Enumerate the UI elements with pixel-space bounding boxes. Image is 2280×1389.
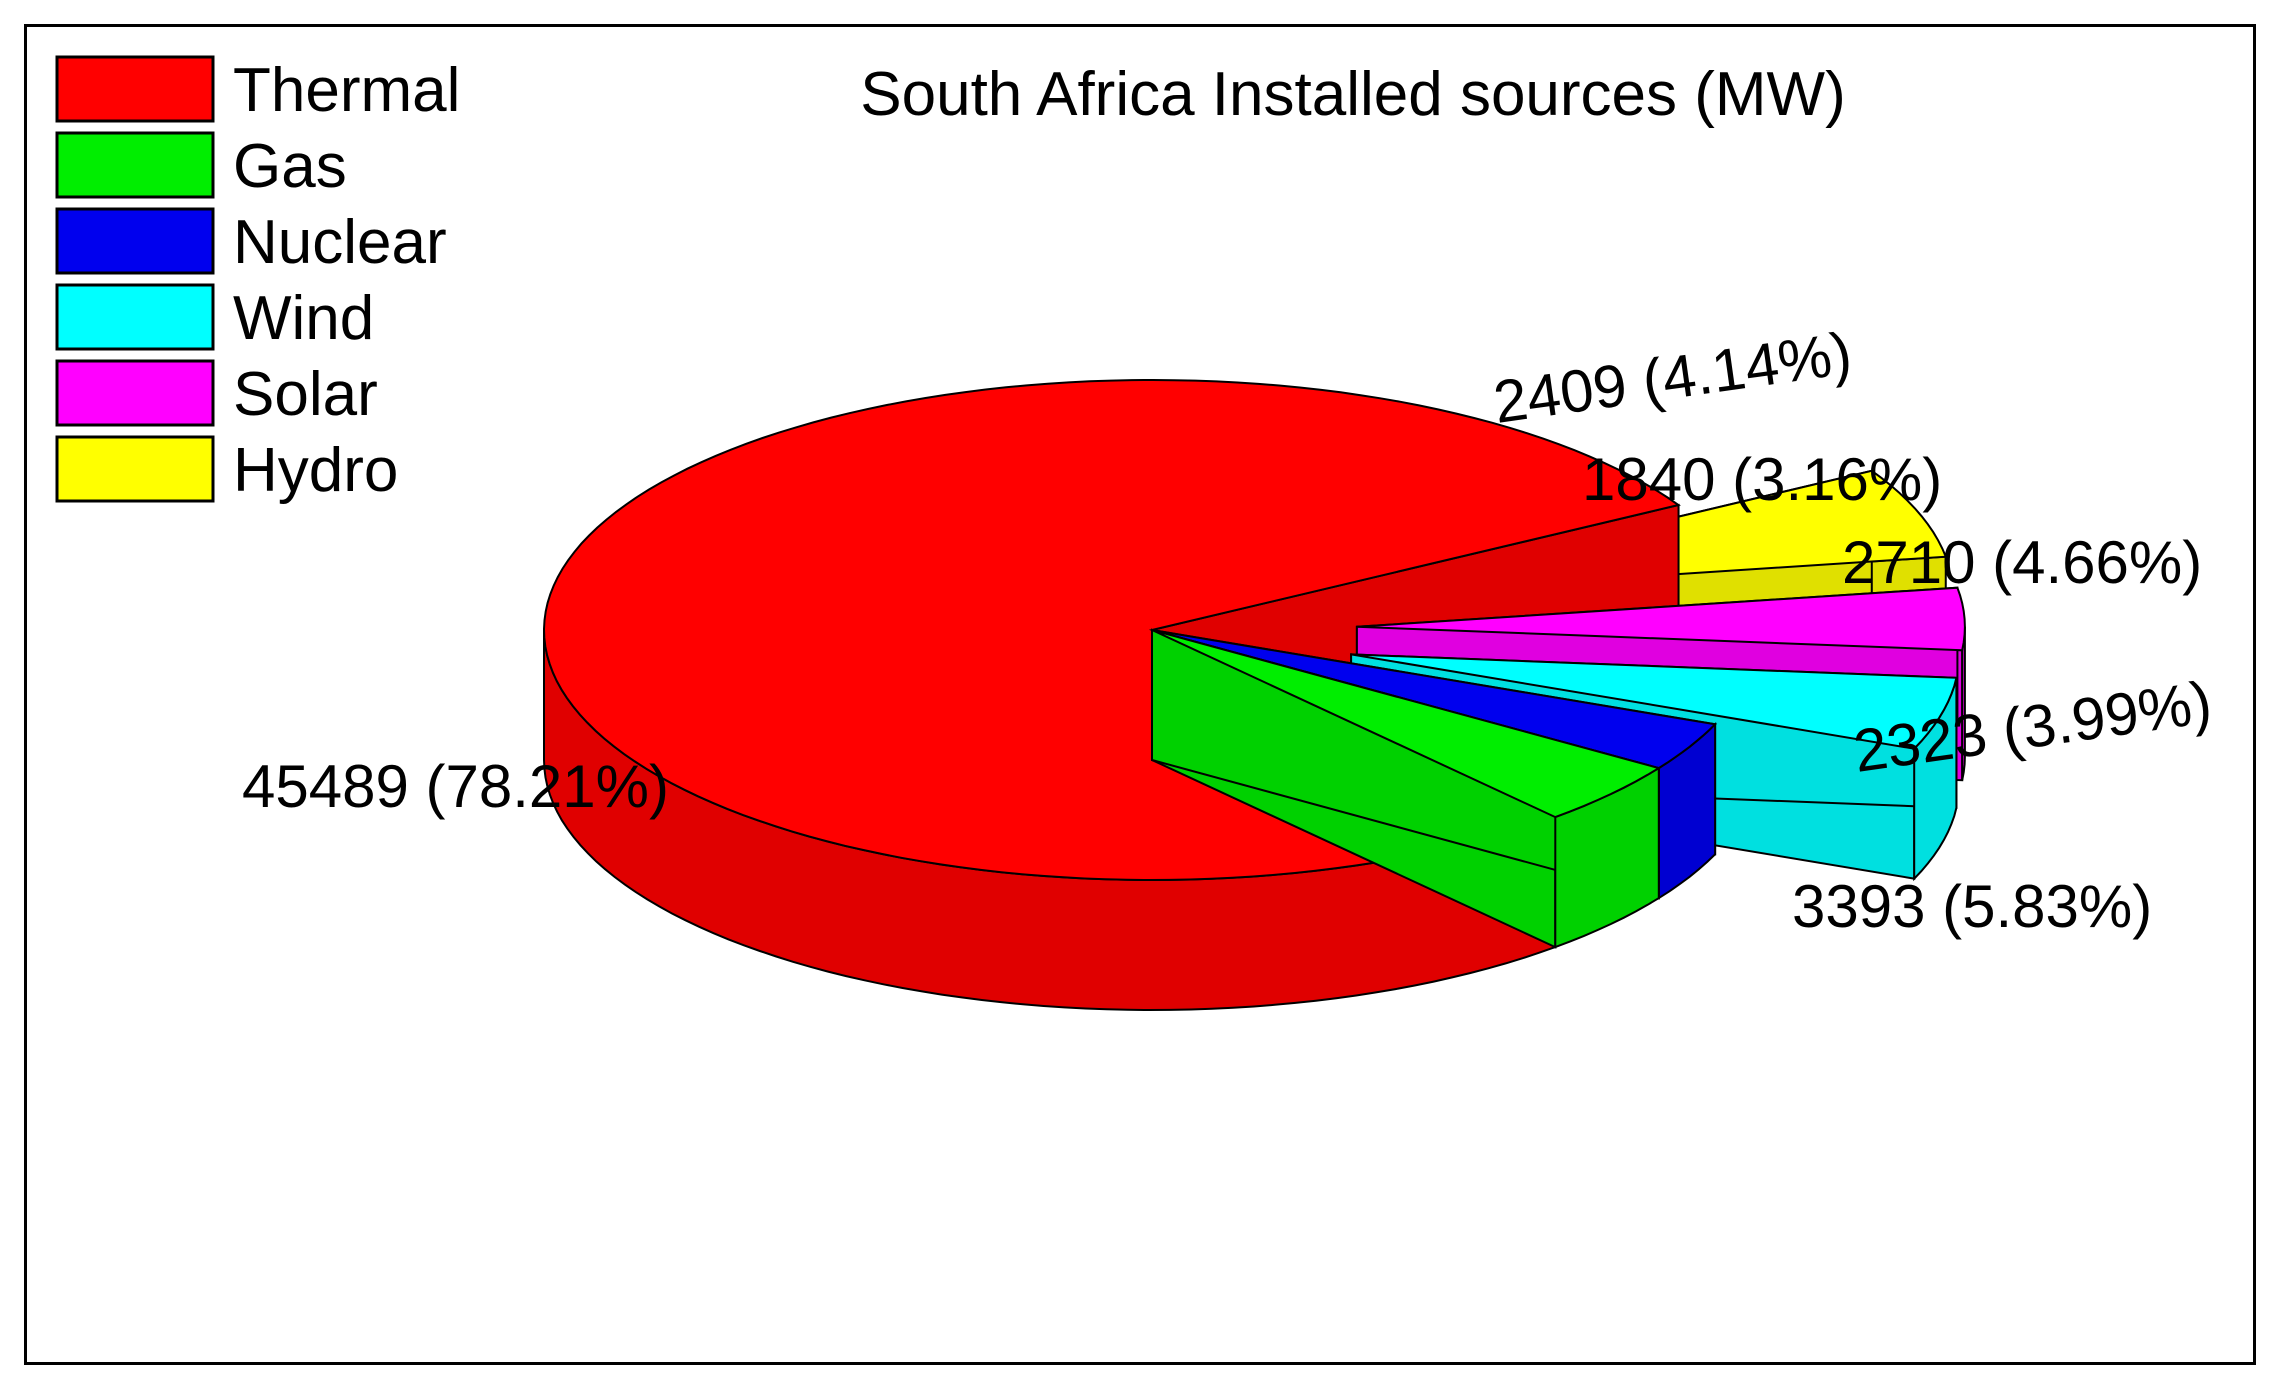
slice-top-gas — [1151, 629, 1662, 819]
slice-top-solar — [1356, 586, 1966, 652]
legend-swatch-gas — [55, 131, 215, 199]
legend-swatch-nuclear — [55, 207, 215, 275]
legend-swatch-thermal — [55, 55, 215, 123]
legend-label-nuclear: Nuclear — [233, 208, 447, 277]
legend: Thermal Gas Nuclear Wind Solar Hydro — [55, 55, 460, 505]
legend-swatch-wind — [55, 283, 215, 351]
pie-slice-gas — [1151, 628, 1662, 949]
legend-label-wind: Wind — [233, 284, 374, 353]
chart-title: South Africa Installed sources (MW) — [860, 60, 1845, 129]
legend-label-solar: Solar — [233, 360, 378, 429]
slice-top-nuclear — [1151, 629, 1718, 770]
data-label-hydro: 3393 (5.83%) — [1792, 873, 2152, 940]
pie-chart: Thermal Gas Nuclear Wind Solar Hydro 45489 (7… — [55, 55, 2216, 1012]
slice-top-wind — [1350, 653, 1958, 750]
data-label-gas: 2409 (4.14%) — [1489, 319, 1855, 435]
data-label-nuclear: 1840 (3.16%) — [1582, 446, 1942, 513]
legend-swatch-solar — [55, 359, 215, 427]
data-label-wind: 2710 (4.66%) — [1842, 529, 2202, 596]
data-label-thermal: 45489 (78.21%) — [242, 753, 669, 820]
legend-label-gas: Gas — [233, 132, 347, 201]
legend-swatch-hydro — [55, 435, 215, 503]
legend-label-hydro: Hydro — [233, 436, 398, 505]
chart-frame: Thermal Gas Nuclear Wind Solar Hydro 45489 (7… — [24, 24, 2256, 1365]
legend-label-thermal: Thermal — [233, 56, 460, 125]
